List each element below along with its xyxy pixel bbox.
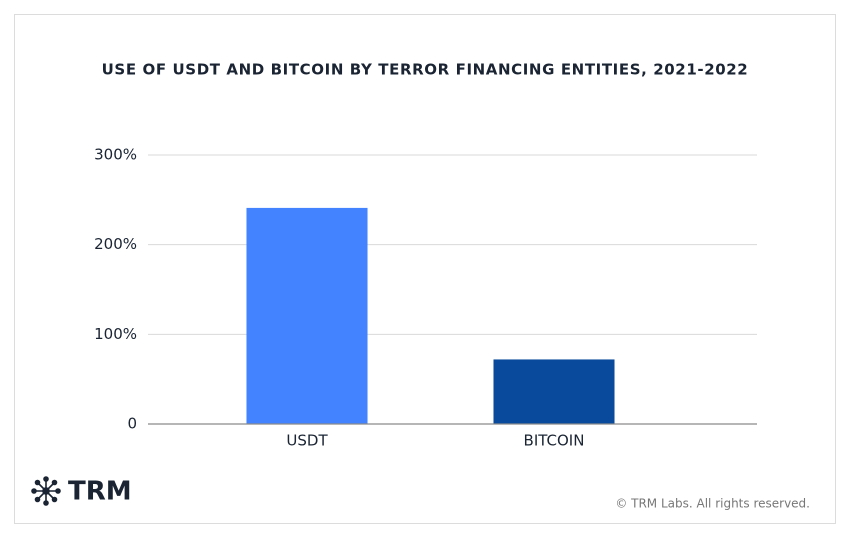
y-tick-label: 300% bbox=[94, 146, 137, 164]
y-tick-label: 200% bbox=[94, 235, 137, 253]
chart-title: USE OF USDT AND BITCOIN BY TERROR FINANC… bbox=[102, 61, 749, 79]
card bbox=[14, 14, 836, 524]
x-tick-label: BITCOIN bbox=[524, 432, 585, 450]
logo-text: TRM bbox=[68, 477, 132, 507]
copyright: © TRM Labs. All rights reserved. bbox=[615, 497, 810, 511]
logo-icon bbox=[31, 476, 61, 506]
x-tick-label: USDT bbox=[286, 432, 328, 450]
y-tick-label: 100% bbox=[94, 325, 137, 343]
bar bbox=[493, 359, 615, 424]
y-tick-label: 0 bbox=[127, 415, 137, 433]
bar bbox=[246, 207, 368, 424]
